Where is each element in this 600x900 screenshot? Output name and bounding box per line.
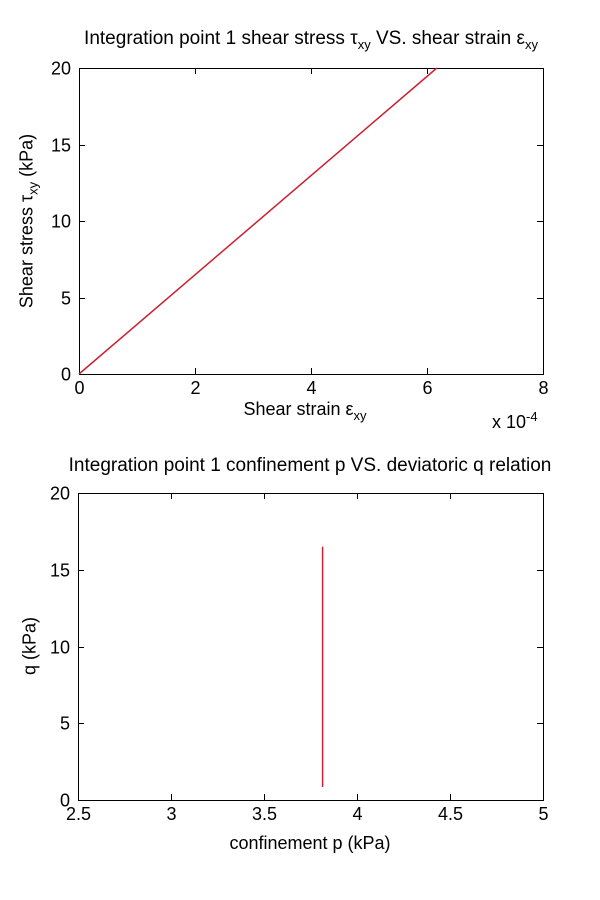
y-tick-label: 0 [60, 791, 70, 811]
top-ylabel-prefix: Shear stress [16, 202, 37, 309]
x-tick-label: 4.5 [438, 804, 463, 824]
tau-subscript: xy [25, 181, 41, 195]
y-tick-label: 0 [61, 365, 71, 385]
top-xlabel-prefix: Shear strain [243, 399, 346, 419]
plot-box [79, 68, 544, 375]
bottom-plot-area: 2.5 3 3.5 4 4.5 5 0 5 10 15 20 [50, 484, 549, 824]
epsilon-symbol: ε [345, 399, 354, 419]
top-title-prefix: Integration point 1 shear stress [84, 28, 351, 49]
tau-symbol: τ [16, 194, 37, 203]
bottom-plot-xlabel: confinement p (kPa) [229, 833, 391, 853]
y-tick-label: 5 [61, 289, 71, 309]
y-tick-label: 15 [51, 136, 71, 156]
data-line-shear-stress-vs-shear-strain [78, 67, 438, 375]
top-plot-area: 0 2 4 6 8 0 5 10 15 20 [51, 59, 549, 398]
x-tick-label: 3 [166, 804, 176, 824]
multiplier-exponent: -4 [526, 409, 538, 424]
x-tick-label: 8 [538, 378, 548, 398]
multiplier-base: x 10 [492, 412, 527, 432]
x-tick-label: 6 [422, 378, 432, 398]
y-tick-label: 5 [60, 714, 70, 734]
top-plot-xlabel: Shear strain εxy [243, 399, 367, 423]
y-tick-label: 10 [50, 638, 70, 658]
tau-symbol: τ [350, 28, 358, 49]
x-tick-label: 4 [306, 378, 316, 398]
top-plot-title: Integration point 1 shear stress τxy VS.… [84, 28, 538, 52]
x-tick-label: 5 [538, 804, 548, 824]
x-tick-label: 3.5 [252, 804, 277, 824]
x-tick-label: 2.5 [66, 804, 91, 824]
x-tick-label: 4 [352, 804, 362, 824]
epsilon-symbol: ε [516, 28, 525, 49]
top-ylabel-suffix: (kPa) [16, 133, 37, 182]
top-plot-axis-multiplier: x 10-4 [492, 409, 538, 433]
top-title-middle: VS. shear strain [370, 28, 517, 49]
y-tick-label: 15 [50, 561, 70, 581]
epsilon-subscript: xy [353, 408, 367, 423]
bottom-plot-title: Integration point 1 confinement p VS. de… [68, 455, 552, 476]
tau-subscript: xy [357, 37, 371, 52]
y-tick-label: 20 [51, 59, 71, 79]
x-tick-label: 2 [190, 378, 200, 398]
y-tick-label: 10 [51, 212, 71, 232]
x-tick-label: 0 [74, 378, 84, 398]
top-plot-ylabel: Shear stress τxy (kPa) [16, 133, 41, 309]
plot-box [78, 493, 544, 801]
epsilon-subscript: xy [524, 37, 538, 52]
y-tick-label: 20 [50, 484, 70, 504]
bottom-plot-ylabel: q (kPa) [19, 616, 40, 676]
